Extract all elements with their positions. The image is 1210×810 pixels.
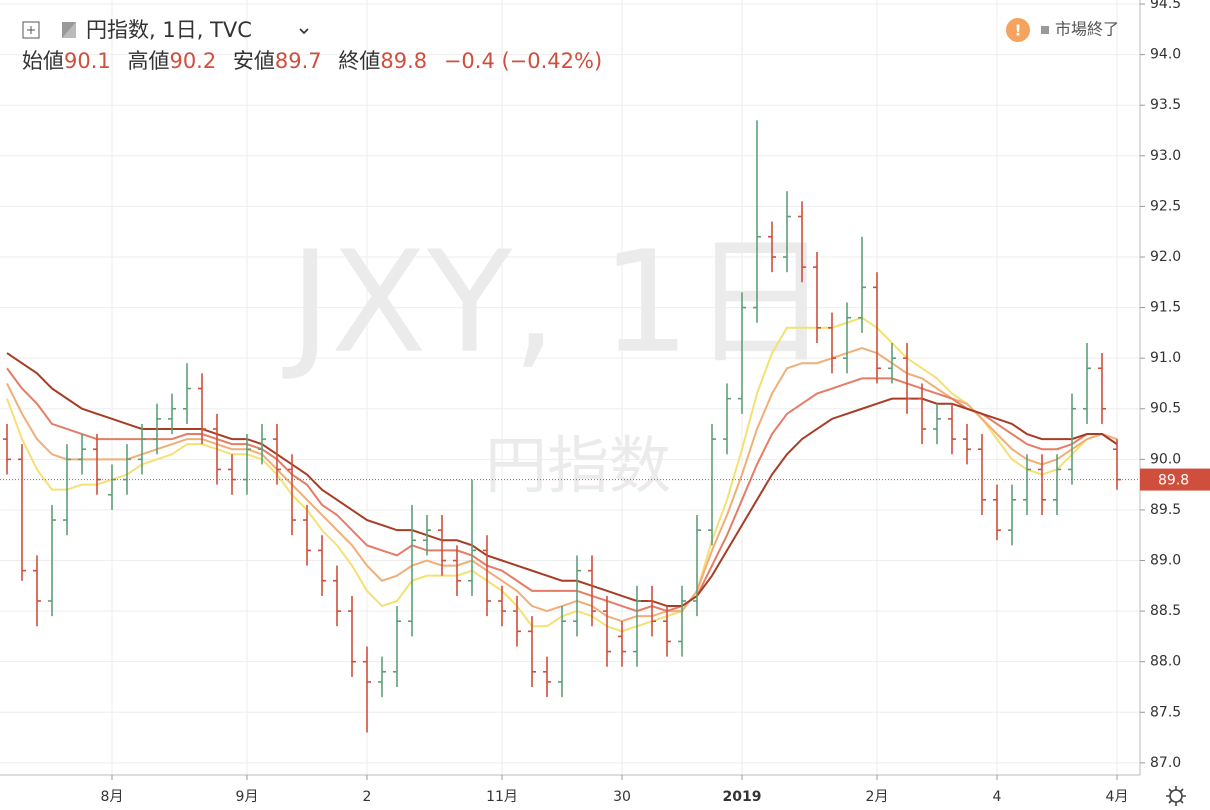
open-label: 始値 xyxy=(22,49,64,73)
x-tick-label: 2 xyxy=(363,789,372,805)
x-tick-label: 30 xyxy=(613,789,631,805)
last-price-label: 89.8 xyxy=(1158,473,1189,489)
y-tick-label: 94.0 xyxy=(1150,47,1181,63)
change: −0.4 (−0.42%) xyxy=(444,49,602,73)
y-tick-label: 89.0 xyxy=(1150,553,1181,569)
x-tick-label: 9月 xyxy=(236,789,259,805)
plot xyxy=(0,120,1140,733)
y-tick-label: 87.0 xyxy=(1150,755,1181,771)
status-dot xyxy=(1041,26,1049,34)
y-tick-label: 91.5 xyxy=(1150,300,1181,316)
x-tick-label: 2019 xyxy=(723,789,762,805)
low-value: 89.7 xyxy=(275,49,322,73)
icon-toggle[interactable] xyxy=(22,21,40,39)
watermark-sub: 円指数 xyxy=(485,429,671,502)
low-label: 安値 xyxy=(233,49,275,73)
x-tick-label: 2月 xyxy=(866,789,889,805)
last-price-box xyxy=(1140,468,1210,491)
icon-flag xyxy=(62,22,76,38)
x-tick-label: 8月 xyxy=(101,789,124,805)
y-tick-label: 89.5 xyxy=(1150,502,1181,518)
y-tick-label: 92.5 xyxy=(1150,198,1181,214)
x-tick-label: 11月 xyxy=(486,789,518,805)
ribbon-line xyxy=(6,352,1118,608)
axes: 87.0 87.5 88.0 88.5 89.0 89.5 90.0 90.5 91.0 91.5… xyxy=(101,0,1210,805)
open-value: 90.1 xyxy=(64,49,111,73)
grid xyxy=(0,0,1140,775)
y-tick-label: 93.5 xyxy=(1150,97,1181,113)
x-tick-label: 4 xyxy=(993,789,1002,805)
dropdown-chevron[interactable] xyxy=(299,28,309,35)
ohlc-header: 始値90.1 高値90.2 安値89.7 終値89.8 −0.4 (−0.42%… xyxy=(22,49,602,73)
high-value: 90.2 xyxy=(169,49,216,73)
high-label: 高値 xyxy=(127,49,169,73)
y-tick-label: 90.0 xyxy=(1150,451,1181,467)
y-tick-label: 90.5 xyxy=(1150,401,1181,417)
chart-title[interactable]: 円指数, 1日, TVC xyxy=(86,18,252,42)
ribbon-line xyxy=(6,367,1118,613)
y-tick-label: 92.0 xyxy=(1150,249,1181,265)
y-tick-label: 93.0 xyxy=(1150,148,1181,164)
settings-icon-teeth xyxy=(1166,786,1186,806)
y-tick-label: 91.0 xyxy=(1150,350,1181,366)
x-tick-label: 4月 xyxy=(1106,789,1129,805)
y-tick-label: 88.0 xyxy=(1150,654,1181,670)
close-value: 89.8 xyxy=(380,49,427,73)
watermark: JXY, 1日 xyxy=(282,222,831,385)
status-icon[interactable] xyxy=(1006,18,1030,42)
y-tick-label: 87.5 xyxy=(1150,704,1181,720)
status-icon-text: ! xyxy=(1015,22,1022,40)
y-tick-label: 88.5 xyxy=(1150,603,1181,619)
status: 市場終了 xyxy=(1055,20,1119,39)
y-tick-label: 94.5 xyxy=(1150,0,1181,12)
close-label: 終値 xyxy=(338,49,380,73)
